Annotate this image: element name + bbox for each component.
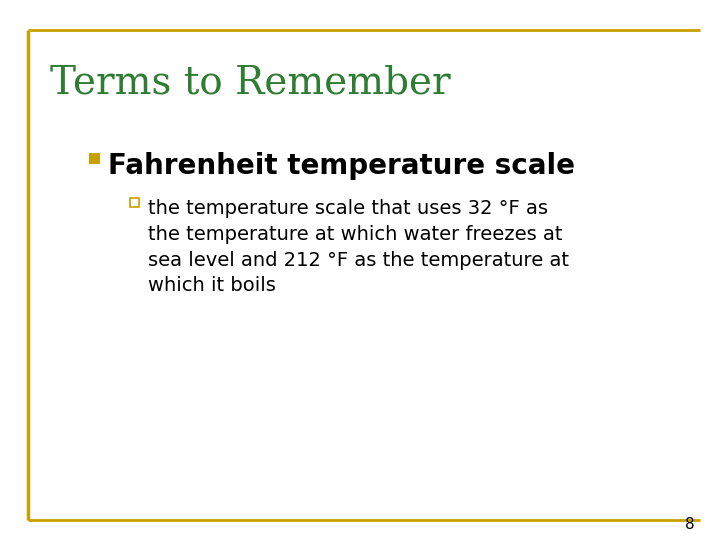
Text: 8: 8	[685, 517, 695, 532]
Text: Terms to Remember: Terms to Remember	[50, 65, 451, 102]
Text: the temperature scale that uses 32 °F as
the temperature at which water freezes : the temperature scale that uses 32 °F as…	[148, 199, 569, 295]
Text: Fahrenheit temperature scale: Fahrenheit temperature scale	[108, 152, 575, 180]
Bar	[89, 153, 100, 164]
Bar	[130, 198, 139, 207]
